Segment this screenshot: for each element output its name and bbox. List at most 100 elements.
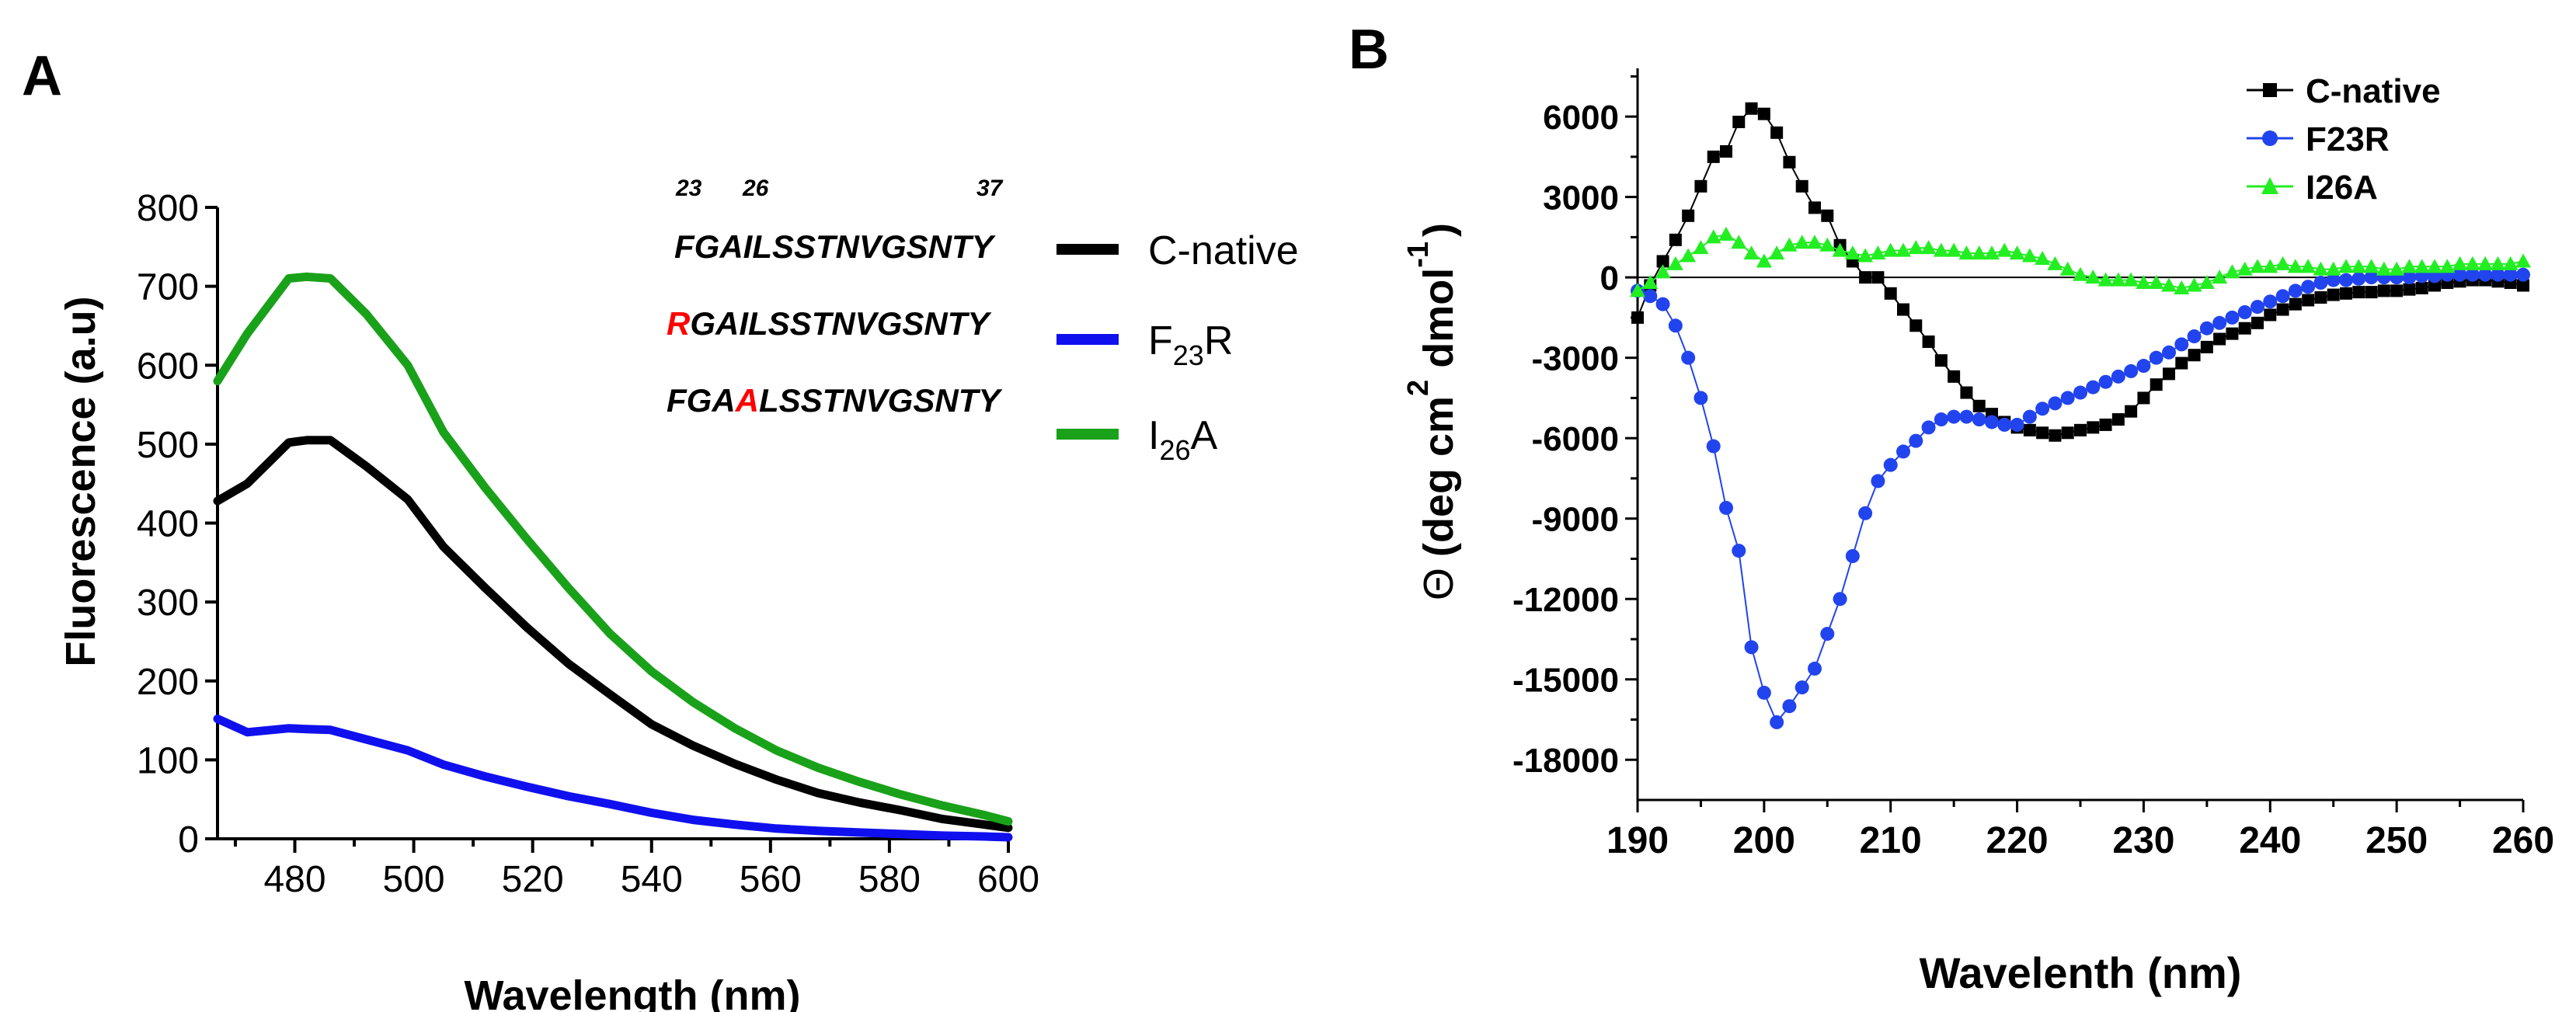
data-point-triangle — [1680, 248, 1697, 263]
panel-a-y-tick-label: 500 — [137, 425, 199, 466]
data-point-triangle — [1667, 256, 1683, 270]
panel-b-y-tick-label: 0 — [1600, 259, 1619, 297]
panel-a-y-tick-label: 700 — [137, 267, 199, 308]
data-point-square — [1821, 209, 1834, 222]
data-point-circle — [2098, 374, 2113, 389]
data-point-triangle — [1882, 242, 1899, 257]
data-point-square — [1884, 287, 1897, 300]
data-point-circle — [2086, 380, 2101, 395]
panel-a-y-tick-label: 800 — [137, 188, 199, 229]
data-point-square — [1859, 271, 1872, 284]
data-point-circle — [2313, 276, 2328, 290]
data-point-circle — [1770, 715, 1784, 729]
data-point-triangle — [2401, 259, 2418, 273]
data-point-circle — [2162, 345, 2176, 360]
data-point-square — [2403, 283, 2416, 296]
data-point-square — [1745, 102, 1758, 115]
data-point-circle — [1643, 289, 1658, 304]
data-point-circle — [1820, 627, 1835, 642]
data-point-circle — [2452, 267, 2467, 282]
data-point-triangle — [1832, 242, 1848, 257]
data-point-triangle — [2097, 272, 2114, 287]
panel-b-x-tick-label: 200 — [1733, 820, 1795, 861]
data-point-circle — [1694, 391, 1708, 405]
legend-swatch-i26a — [1057, 429, 1119, 440]
panel-a-x-axis-title: Wavelength (nm) — [464, 972, 800, 1012]
data-point-circle — [1985, 415, 1999, 429]
data-point-triangle — [1933, 242, 1949, 257]
seq-row-native: FGAILSSTNVGSNTY — [674, 228, 997, 265]
series-line-c-native — [213, 436, 1013, 833]
data-point-square — [2365, 286, 2378, 299]
data-point-square — [2340, 287, 2352, 300]
legend-swatch-c-native — [1057, 244, 1119, 255]
legend-item-b-f23r: F23R — [2247, 120, 2390, 158]
data-point-square — [1732, 116, 1746, 129]
data-point-square — [2200, 340, 2213, 353]
data-point-triangle — [1769, 245, 1785, 260]
data-point-circle — [2136, 359, 2151, 374]
data-point-triangle — [2250, 259, 2265, 273]
data-point-circle — [1681, 350, 1696, 365]
series-line-f23r — [1637, 273, 2523, 724]
series-line-i26a — [213, 272, 1013, 826]
data-point-circle — [2060, 391, 2075, 405]
data-point-circle — [2275, 289, 2290, 304]
data-point-triangle — [2515, 253, 2531, 268]
data-point-triangle — [2464, 256, 2480, 270]
panel-b-y-tick-label: -15000 — [1513, 662, 1619, 700]
panel-a-x-tick-label: 500 — [383, 859, 445, 900]
data-point-square — [2314, 291, 2327, 304]
legend-marker-b-i26a — [2261, 177, 2278, 194]
data-point-circle — [2187, 329, 2202, 344]
data-point-triangle — [2439, 259, 2456, 273]
data-point-triangle — [2021, 248, 2038, 263]
data-point-circle — [2237, 305, 2252, 319]
series-i26a — [1630, 226, 2531, 297]
data-point-square — [2428, 279, 2441, 292]
data-point-square — [2213, 332, 2226, 346]
panel-a-y-tick-label: 300 — [137, 583, 199, 624]
legend-item-b-c-native: C-native — [2247, 72, 2441, 110]
data-point-circle — [2212, 315, 2227, 330]
data-point-circle — [2478, 267, 2493, 282]
data-point-triangle — [1844, 245, 1861, 260]
data-point-square — [2023, 423, 2036, 436]
data-point-circle — [1732, 544, 1746, 558]
panel-b-y-tick-label: -6000 — [1531, 420, 1619, 458]
seq-position-26: 26 — [742, 176, 769, 201]
data-point-triangle — [1693, 240, 1709, 255]
panel-a-x-tick-label: 540 — [621, 859, 683, 900]
data-point-circle — [2251, 300, 2264, 315]
panel-b-y-tick-label: 6000 — [1543, 99, 1619, 137]
data-point-triangle — [2300, 259, 2317, 273]
legend-label-i26a: I26A — [1148, 413, 1218, 466]
data-point-circle — [2326, 273, 2341, 287]
panel-a-x-tick-label: 580 — [858, 859, 921, 900]
data-point-circle — [2288, 283, 2303, 298]
sequence-inset: 23 26 37 FGAILSSTNVGSNTY RGAILSSTNVGSNTY… — [667, 176, 1004, 419]
panel-a-y-tick-label: 200 — [137, 662, 199, 703]
data-point-triangle — [2198, 275, 2215, 290]
data-point-square — [2099, 418, 2112, 431]
data-point-triangle — [1958, 245, 1975, 260]
seq-row-i26a: FGAALSSTNVGSNTY — [667, 382, 1003, 419]
data-point-triangle — [2502, 256, 2519, 270]
data-point-triangle — [1743, 245, 1760, 260]
data-point-circle — [2225, 310, 2240, 325]
data-point-circle — [1833, 592, 1847, 607]
data-point-circle — [1845, 549, 1860, 563]
panel-b-chart: 6000 3000 0 -3000 -6000 -9000 -12000 -15000 -180… — [1402, 68, 2554, 997]
data-point-circle — [2010, 417, 2024, 432]
panel-a-x-tick-label: 480 — [263, 859, 325, 900]
data-point-square — [1897, 303, 1909, 316]
data-point-circle — [2111, 369, 2125, 384]
data-point-square — [1682, 209, 1695, 222]
data-point-square — [2150, 378, 2163, 391]
legend-label-b-i26a: I26A — [2306, 169, 2378, 207]
panel-a-y-tick-label: 0 — [178, 819, 199, 861]
panel-a-y-tick-label: 100 — [137, 740, 199, 781]
panel-b-x-tick-label: 230 — [2112, 820, 2174, 861]
data-point-triangle — [1718, 226, 1734, 241]
data-point-circle — [1997, 417, 2012, 432]
